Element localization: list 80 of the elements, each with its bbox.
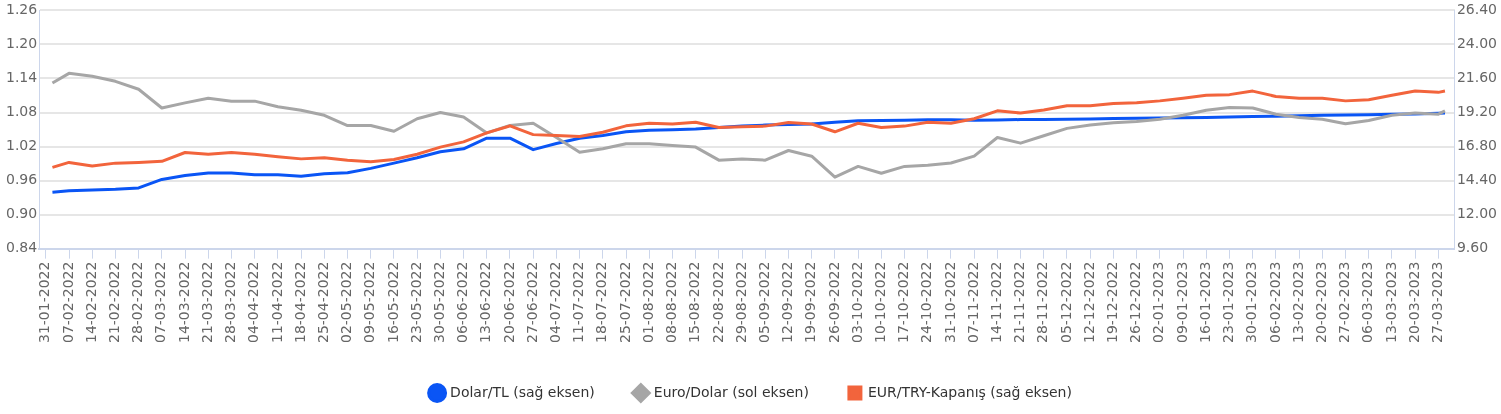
x-tick-label: 27-03-2023 — [1428, 261, 1445, 344]
x-tick-label: 30-05-2022 — [431, 261, 447, 344]
x-tick-label: 12-09-2022 — [779, 261, 796, 344]
x-tick-label: 28-11-2022 — [1034, 261, 1051, 344]
y2-tick-label: 19.20 — [1456, 103, 1498, 120]
x-tick-label: 08-08-2022 — [663, 261, 680, 344]
x-tick-label: 28-03-2022 — [222, 261, 239, 344]
x-tick-label: 05-09-2022 — [755, 261, 772, 344]
x-tick-label: 21-02-2022 — [106, 261, 123, 344]
x-tick-label: 04-04-2022 — [245, 261, 262, 344]
x-tick-label: 20-06-2022 — [500, 261, 517, 344]
legend-label: Dolar/TL (sağ eksen) — [450, 383, 595, 400]
x-tick-label: 17-10-2022 — [895, 261, 912, 344]
x-tick-label: 02-01-2023 — [1150, 261, 1167, 344]
y2-tick-label: 16.80 — [1456, 137, 1498, 154]
x-tick-label: 31-01-2022 — [36, 261, 53, 344]
x-tick-label: 27-02-2023 — [1336, 261, 1353, 344]
y-tick-label: 0.90 — [6, 205, 38, 222]
x-tick-label: 04-07-2022 — [547, 261, 564, 344]
y-tick-label: 1.26 — [6, 1, 38, 18]
y2-tick-label: 14.40 — [1456, 171, 1498, 188]
y2-tick-label: 9.60 — [1456, 239, 1489, 256]
x-tick-label: 10-10-2022 — [871, 261, 888, 344]
x-tick-label: 02-05-2022 — [338, 261, 355, 344]
x-tick-label: 14-11-2022 — [988, 261, 1005, 344]
x-tick-label: 09-01-2023 — [1173, 261, 1190, 344]
y-tick-label: 0.84 — [6, 239, 38, 256]
x-tick-label: 27-06-2022 — [523, 261, 540, 344]
y2-tick-label: 24.00 — [1456, 35, 1498, 52]
x-tick-label: 16-01-2023 — [1196, 261, 1213, 344]
x-tick-label: 29-08-2022 — [732, 261, 749, 344]
x-tick-label: 23-05-2022 — [407, 261, 424, 344]
x-tick-label: 09-05-2022 — [361, 261, 378, 344]
x-tick-label: 14-02-2022 — [82, 261, 99, 344]
x-tick-label: 13-02-2023 — [1289, 261, 1306, 344]
x-tick-label: 07-11-2022 — [964, 261, 981, 344]
x-tick-label: 31-10-2022 — [941, 261, 958, 344]
y-tick-label: 0.96 — [6, 171, 38, 188]
x-tick-label: 07-03-2022 — [152, 261, 169, 344]
x-tick-label: 19-09-2022 — [802, 261, 819, 344]
x-tick-label: 18-04-2022 — [291, 261, 308, 344]
x-tick-label: 28-02-2022 — [129, 261, 146, 344]
x-tick-label: 26-09-2022 — [825, 261, 842, 344]
x-tick-label: 06-03-2023 — [1359, 261, 1376, 344]
x-tick-label: 12-12-2022 — [1080, 261, 1097, 344]
x-tick-label: 18-07-2022 — [593, 261, 610, 344]
x-tick-label: 22-08-2022 — [709, 261, 726, 344]
x-tick-label: 14-03-2022 — [175, 261, 192, 344]
x-tick-label: 07-02-2022 — [59, 261, 76, 344]
x-tick-label: 26-12-2022 — [1127, 261, 1144, 344]
y2-tick-label: 26.40 — [1456, 1, 1498, 18]
x-tick-label: 20-03-2023 — [1405, 261, 1422, 344]
x-tick-label: 21-03-2022 — [198, 261, 215, 344]
y2-tick-label: 21.60 — [1456, 69, 1498, 86]
y2-tick-label: 12.00 — [1456, 205, 1498, 222]
x-tick-label: 23-01-2023 — [1220, 261, 1237, 344]
x-tick-label: 20-02-2023 — [1312, 261, 1329, 344]
x-tick-label: 19-12-2022 — [1104, 261, 1121, 344]
legend-label: Euro/Dolar (sol eksen) — [653, 383, 809, 400]
x-tick-label: 21-11-2022 — [1011, 261, 1028, 344]
x-tick-label: 24-10-2022 — [918, 261, 935, 344]
x-tick-label: 11-04-2022 — [268, 261, 285, 344]
x-tick-label: 11-07-2022 — [570, 261, 587, 344]
y-tick-label: 1.20 — [6, 35, 38, 52]
x-tick-label: 03-10-2022 — [848, 261, 865, 344]
x-tick-label: 06-06-2022 — [454, 261, 471, 344]
y-tick-label: 1.08 — [6, 103, 38, 120]
x-tick-label: 05-12-2022 — [1057, 261, 1074, 344]
y-tick-label: 1.02 — [6, 137, 38, 154]
x-tick-label: 25-04-2022 — [314, 261, 331, 344]
x-tick-label: 15-08-2022 — [686, 261, 703, 344]
x-tick-label: 25-07-2022 — [616, 261, 633, 344]
y-tick-label: 1.14 — [6, 69, 38, 86]
x-tick-label: 16-05-2022 — [384, 261, 401, 344]
x-tick-label: 13-03-2023 — [1382, 261, 1399, 344]
x-tick-label: 01-08-2022 — [639, 261, 656, 344]
legend-label: EUR/TRY-Kapanış (sağ eksen) — [867, 383, 1072, 400]
x-tick-label: 13-06-2022 — [477, 261, 494, 344]
x-tick-label: 30-01-2023 — [1243, 261, 1260, 344]
x-tick-label: 06-02-2023 — [1266, 261, 1283, 344]
